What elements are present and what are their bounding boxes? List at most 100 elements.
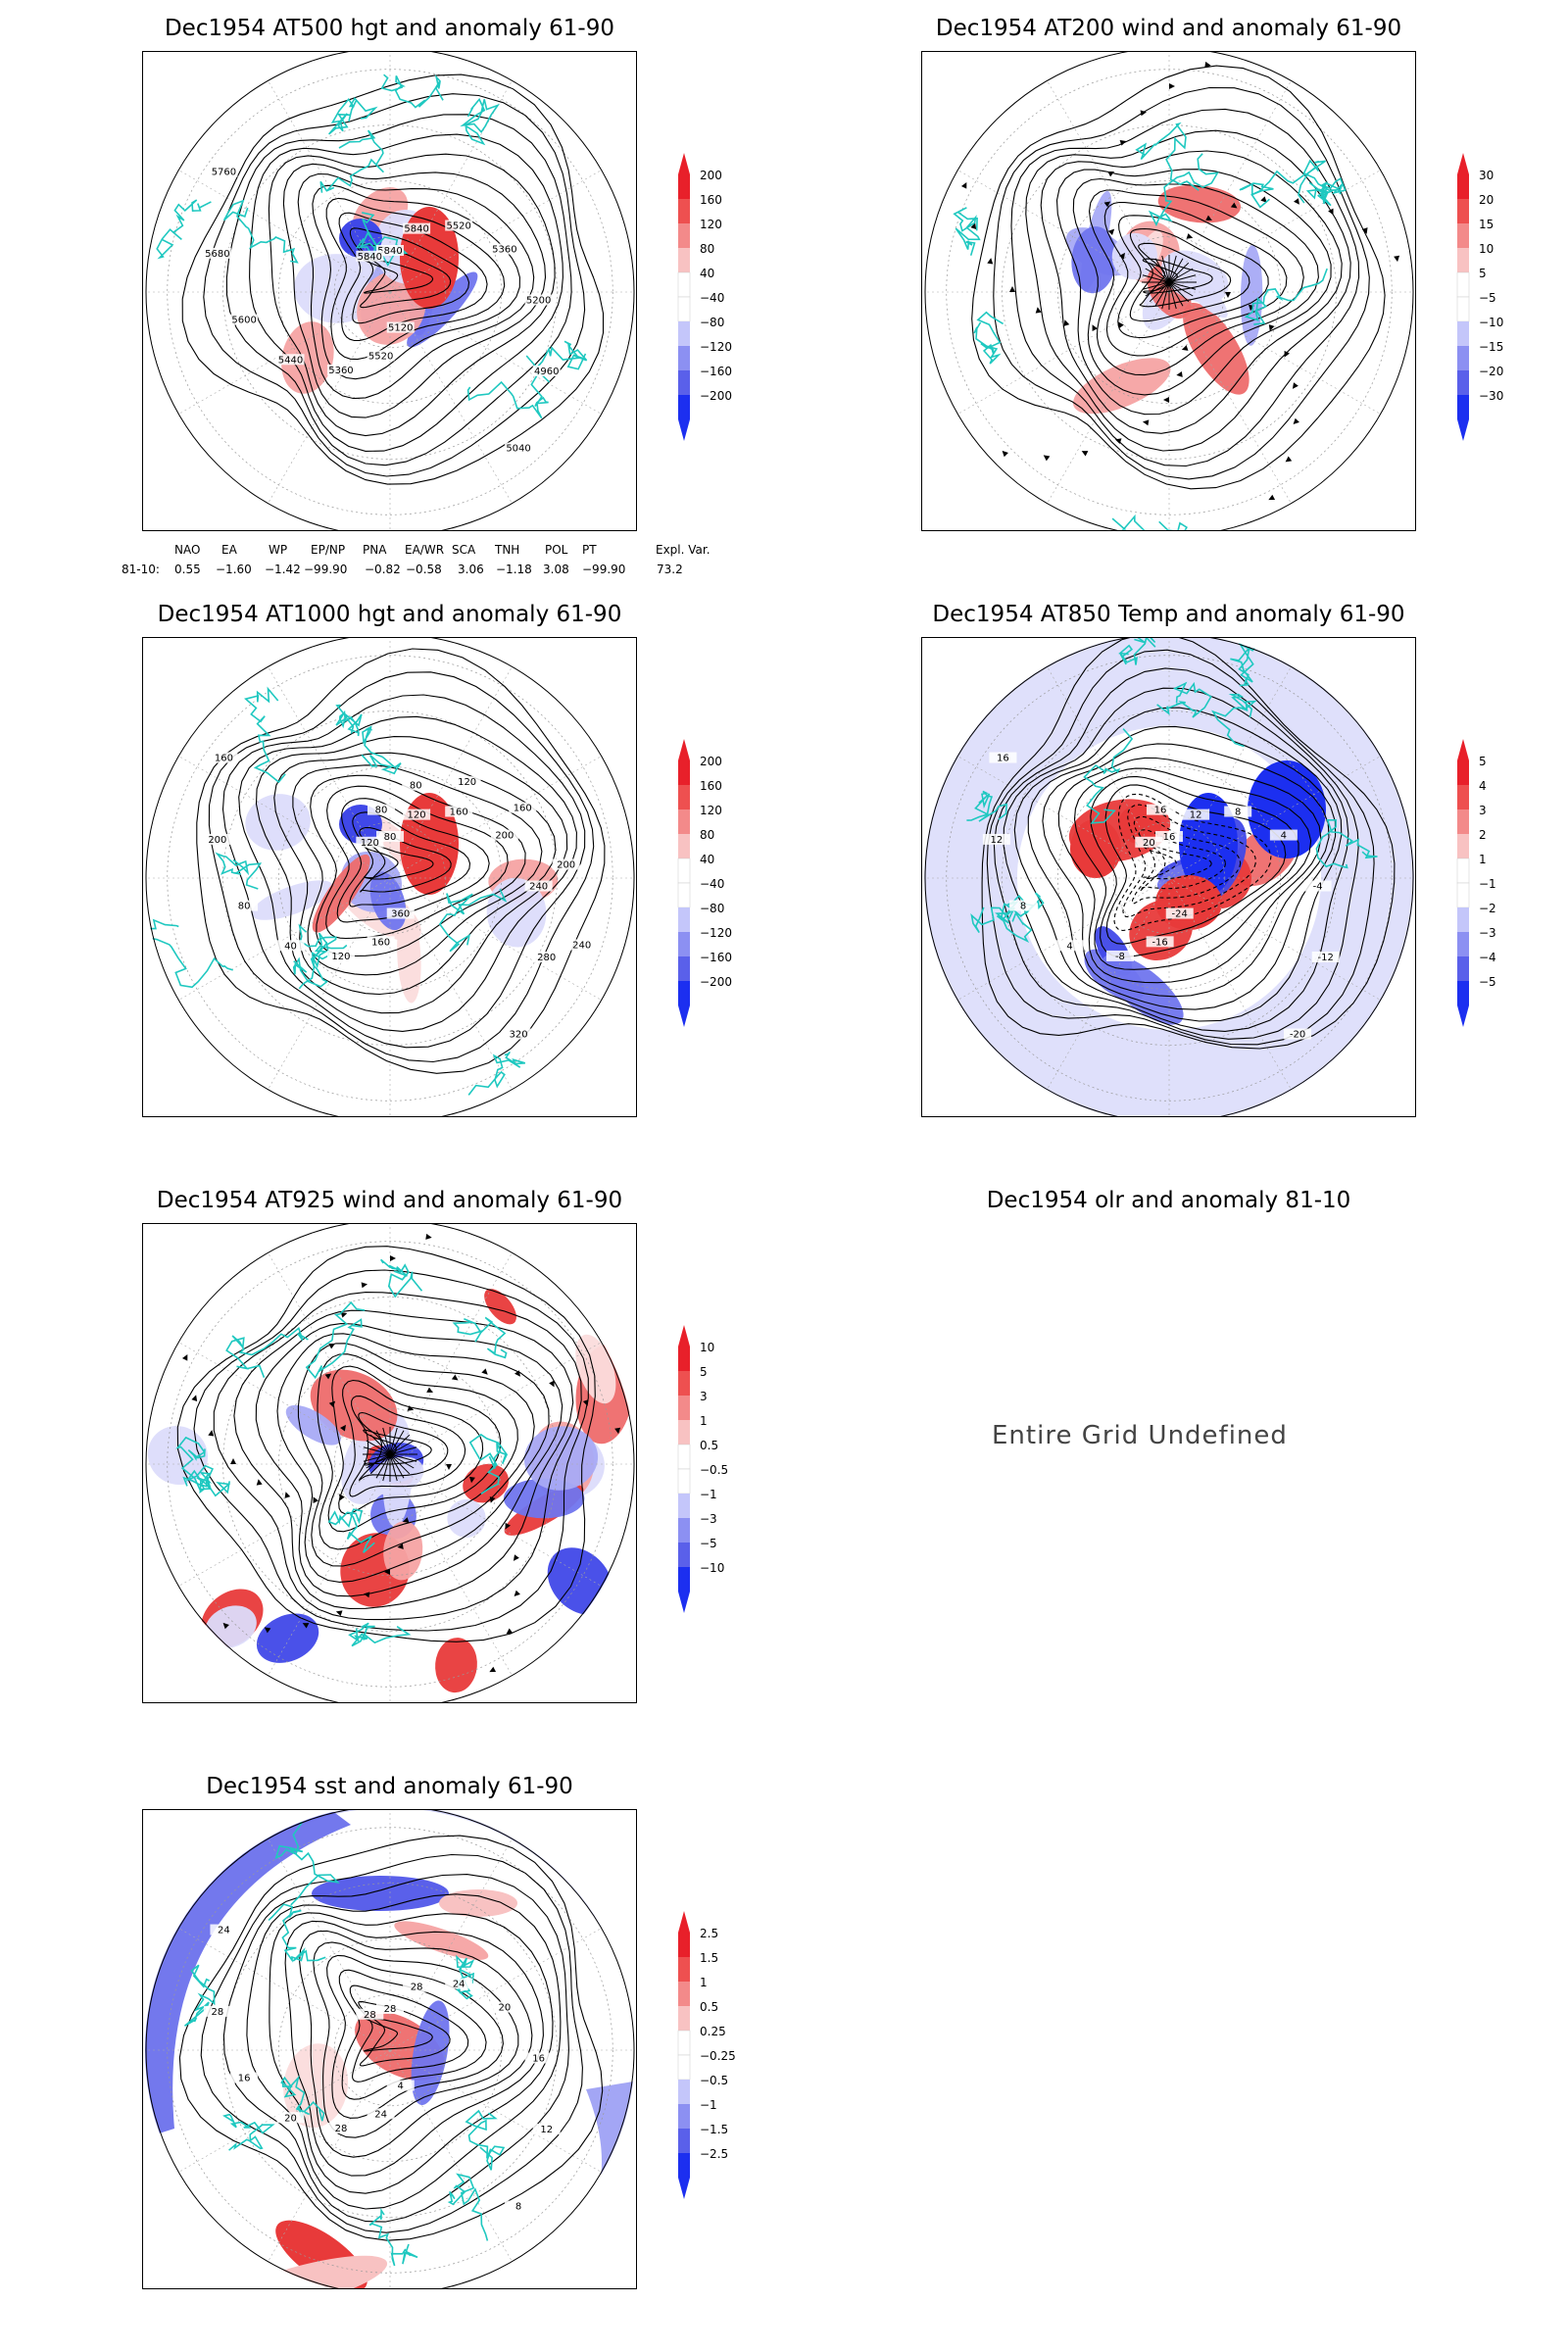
coastline bbox=[361, 725, 402, 775]
contour-label-bg bbox=[402, 779, 430, 791]
pole-convergence-line bbox=[389, 1446, 417, 1455]
contour-line bbox=[284, 1920, 544, 2177]
meridian-line bbox=[177, 1463, 391, 1588]
colorbar-bin bbox=[1456, 858, 1470, 884]
anomaly-core bbox=[1248, 760, 1326, 858]
meridian-line bbox=[389, 169, 603, 293]
wind-arrowhead bbox=[1009, 286, 1015, 292]
coastline bbox=[525, 340, 588, 370]
index-value: −99.90 bbox=[582, 563, 626, 576]
coastline bbox=[305, 1300, 366, 1380]
pole-convergence-line bbox=[1168, 268, 1194, 283]
colorbar-tick-label: 160 bbox=[700, 193, 722, 207]
streamline bbox=[1117, 215, 1269, 339]
map-panel-at1000: 80 120 160 200 240 280 320 360 160 120 40 80 200 160 1… bbox=[142, 637, 637, 1117]
meridian-line bbox=[1168, 169, 1382, 293]
wind-arrowhead bbox=[340, 1311, 348, 1318]
colorbar-sst: 2.5 1.5 1 0.5 0.25 −0.25 −0.5 −1 −1.5 −2.5 bbox=[677, 1911, 747, 2205]
colorbar-tick-label: −120 bbox=[700, 340, 732, 354]
colorbar-top-arrow bbox=[678, 1911, 690, 1933]
wind-arrowhead bbox=[256, 1479, 263, 1486]
contour-label-bg bbox=[1284, 1028, 1312, 1040]
contour-label: 120 bbox=[408, 810, 426, 821]
colorbar-tick-label: −10 bbox=[700, 1561, 724, 1575]
panel-title-at200: Dec1954 AT200 wind and anomaly 61-90 bbox=[935, 16, 1402, 41]
coastline bbox=[327, 97, 378, 135]
contour-label-bg bbox=[453, 776, 481, 788]
colorbar-tick-label: 1 bbox=[700, 1414, 708, 1428]
contour-line bbox=[292, 764, 543, 976]
wind-arrowhead bbox=[614, 1427, 621, 1435]
wind-arrowhead bbox=[230, 1458, 236, 1464]
colorbar-tick-label: 80 bbox=[700, 242, 714, 256]
wind-arrowhead bbox=[1114, 438, 1122, 445]
streamline bbox=[276, 1333, 550, 1583]
colorbar-tick-label: 2.5 bbox=[700, 1927, 718, 1940]
contour-line bbox=[310, 774, 526, 957]
index-header: EP/NP bbox=[311, 543, 346, 557]
map-boundary-circle bbox=[145, 1224, 635, 1702]
anomaly-patch bbox=[245, 794, 311, 851]
contour-label: 280 bbox=[537, 953, 556, 963]
colorbar-bin bbox=[678, 1982, 690, 2006]
wind-arrowhead bbox=[1043, 455, 1051, 462]
streamline bbox=[297, 1343, 535, 1567]
colorbar-tick-label: −4 bbox=[1479, 951, 1496, 964]
contour-label-bg bbox=[367, 936, 395, 948]
contour-line bbox=[1104, 784, 1287, 945]
wind-arrowhead bbox=[1225, 292, 1231, 298]
coastline bbox=[292, 941, 330, 990]
contour-label-bg bbox=[276, 354, 305, 366]
pole-convergence-line bbox=[389, 1453, 417, 1462]
contour-label-bg bbox=[376, 831, 404, 842]
pole-convergence-line bbox=[363, 1446, 391, 1455]
index-header: EA/WR bbox=[405, 543, 445, 557]
index-value: 3.06 bbox=[458, 563, 484, 576]
coastline bbox=[465, 2109, 506, 2171]
contour-line bbox=[299, 1930, 533, 2158]
wind-arrowhead bbox=[1081, 451, 1089, 457]
wind-arrowhead bbox=[1186, 233, 1194, 239]
pole-convergence-line bbox=[1168, 281, 1190, 303]
contour-label-bg bbox=[567, 939, 596, 951]
contour-label: 16 bbox=[238, 2074, 251, 2084]
colorbar-bin bbox=[678, 199, 690, 223]
colorbar-tick-label: −3 bbox=[1479, 926, 1496, 940]
colorbar-bin bbox=[678, 1347, 690, 1371]
wind-arrowhead bbox=[1292, 382, 1298, 389]
latitude-circle bbox=[167, 1241, 613, 1688]
anomaly-patch bbox=[1071, 226, 1117, 294]
anomaly-patch bbox=[1111, 232, 1157, 280]
contour-label: 120 bbox=[361, 838, 379, 849]
meridian-line bbox=[389, 665, 514, 879]
colorbar-tick-label: −40 bbox=[700, 877, 724, 891]
contour-label-bg bbox=[356, 250, 384, 262]
index-header: PT bbox=[582, 543, 597, 557]
streamline bbox=[233, 1309, 574, 1609]
contour-label-bg bbox=[203, 833, 231, 845]
pole-convergence-line bbox=[1142, 274, 1170, 283]
colorbar-tick-label: −0.25 bbox=[700, 2049, 736, 2063]
pole-convergence-line bbox=[389, 1434, 411, 1455]
pole-convergence-line bbox=[389, 1453, 398, 1482]
colorbar-tick-label: 15 bbox=[1479, 218, 1494, 231]
streamline bbox=[1055, 169, 1332, 416]
contour-label: 80 bbox=[375, 806, 388, 816]
contour-label: 8 bbox=[1020, 902, 1026, 912]
wind-arrowhead bbox=[513, 1554, 519, 1561]
contour-label-bg bbox=[203, 2005, 231, 2017]
meridian-line bbox=[1168, 291, 1382, 416]
contour-line bbox=[981, 638, 1396, 1050]
pole-convergence-line bbox=[1168, 262, 1190, 283]
contour-label-bg bbox=[505, 1028, 533, 1040]
coastline bbox=[953, 207, 981, 256]
coastline bbox=[460, 97, 500, 146]
contour-label-bg bbox=[1224, 806, 1252, 817]
colorbar-top-arrow bbox=[678, 153, 690, 174]
contour-label: 28 bbox=[411, 1983, 423, 1993]
meridian-line bbox=[1046, 291, 1170, 505]
colorbar-tick-label: 3 bbox=[700, 1390, 708, 1403]
index-value: 3.08 bbox=[543, 563, 569, 576]
contour-line bbox=[269, 1912, 554, 2194]
colorbar-tick-label: −2.5 bbox=[700, 2147, 728, 2161]
